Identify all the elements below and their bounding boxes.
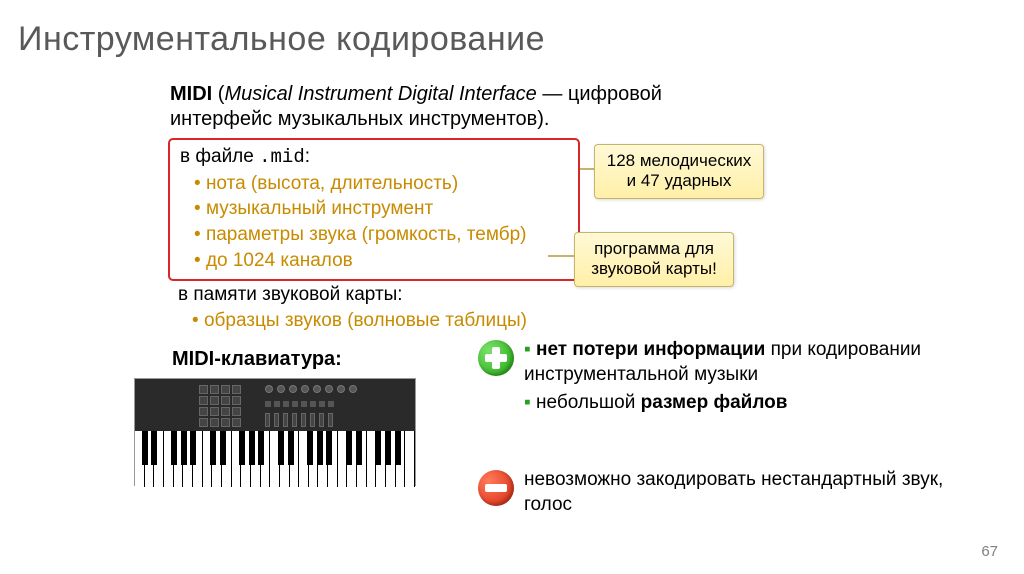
header-suffix: : [305, 146, 310, 167]
pros-list: нет потери информации при кодировании ин… [524, 338, 944, 420]
list-item: до 1024 каналов [194, 248, 568, 274]
knob-row [265, 385, 357, 393]
keyboard-controls [135, 379, 415, 431]
memory-block: в памяти звуковой карты: образцы звуков … [178, 282, 527, 333]
open-paren: ( [212, 83, 224, 105]
list-item: параметры звука (громкость, тембр) [194, 222, 568, 248]
minus-icon [478, 470, 514, 506]
piano-keys [135, 431, 415, 487]
header-prefix: в файле [180, 146, 259, 167]
button-row [265, 401, 334, 407]
slider-row [265, 413, 333, 427]
mid-file-box: в файле .mid: нота (высота, длительность… [168, 138, 580, 281]
pro-item: нет потери информации при кодировании ин… [524, 338, 944, 387]
midi-keyboard-image [134, 378, 416, 486]
midi-acronym: MIDI [170, 83, 212, 105]
page-number: 67 [981, 543, 998, 560]
pro-item: небольшой размер файлов [524, 391, 944, 416]
mid-file-list: нота (высота, длительность) музыкальный … [194, 171, 568, 274]
midi-fullname: Musical Instrument Digital Interface [224, 83, 536, 105]
keyboard-label: MIDI-клавиатура: [172, 348, 342, 371]
list-item: нота (высота, длительность) [194, 171, 568, 197]
pro-bold: размер файлов [641, 392, 788, 413]
pro-bold: нет потери информации [536, 339, 765, 360]
callout-instruments: 128 мелодических и 47 ударных [594, 144, 764, 199]
memory-item: образцы звуков (волновые таблицы) [192, 308, 527, 334]
cons-text: невозможно закодировать нестандартный зв… [524, 468, 944, 517]
plus-icon [478, 340, 514, 376]
header-file: .mid [259, 146, 305, 168]
midi-definition: MIDI (Musical Instrument Digital Interfa… [170, 82, 730, 132]
mid-file-header: в файле .mid: [180, 144, 568, 171]
callout-soundcard-program: программа для звуковой карты! [574, 232, 734, 287]
list-item: музыкальный инструмент [194, 196, 568, 222]
pad-grid [199, 385, 241, 427]
slide-title: Инструментальное кодирование [18, 20, 545, 59]
pro-prefix: небольшой [536, 392, 641, 413]
memory-header: в памяти звуковой карты: [178, 282, 527, 308]
